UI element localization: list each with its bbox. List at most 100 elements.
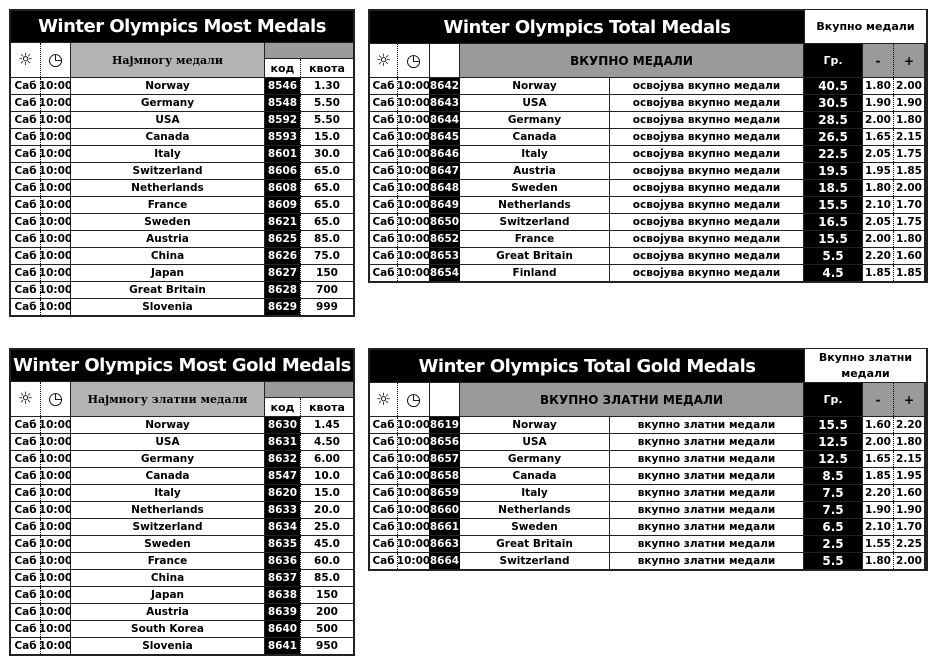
row-event-name: China [71, 248, 264, 264]
row-odds-minus: 2.00 [863, 231, 893, 247]
row-market: вкупно златни медали [610, 485, 803, 501]
row-odds-plus: 1.80 [893, 434, 924, 450]
row-time: 10:00 [38, 248, 73, 264]
row-event-name: France [460, 231, 609, 247]
row-event-name: Switzerland [460, 214, 609, 230]
row-day: Саб [11, 468, 40, 484]
row-code: 8653 [429, 248, 460, 264]
row-code: 8608 [265, 180, 300, 196]
row-odds-minus: 2.00 [863, 434, 893, 450]
sun-icon: ☼ [11, 382, 40, 416]
row-day: Саб [370, 95, 397, 111]
row-odds-minus: 1.60 [863, 417, 893, 433]
row-odds-minus: 1.85 [863, 468, 893, 484]
row-odds-minus: 1.85 [863, 265, 893, 281]
column-header-plus: + [893, 383, 924, 416]
row-time: 10:00 [38, 231, 73, 247]
row-code: 8626 [265, 248, 300, 264]
row-code: 8621 [265, 214, 300, 230]
row-event-name: Canada [71, 129, 264, 145]
row-odds-minus: 1.80 [863, 78, 893, 94]
row-event-name: Netherlands [460, 197, 609, 213]
row-event-name: Japan [71, 587, 264, 603]
row-event-name: Sweden [460, 180, 609, 196]
row-event-name: USA [71, 434, 264, 450]
row-time: 10:00 [396, 95, 431, 111]
row-code: 8656 [429, 434, 460, 450]
row-time: 10:00 [38, 299, 73, 315]
row-odds-plus: 1.90 [893, 502, 924, 518]
header-spacer [265, 43, 353, 58]
row-line: 19.5 [804, 163, 862, 179]
row-odds-plus: 1.80 [893, 231, 924, 247]
column-header-minus: - [863, 383, 893, 416]
row-day: Саб [11, 112, 40, 128]
row-odds: 4.50 [300, 434, 353, 450]
column-header-line: Гр. [804, 44, 862, 77]
row-odds-plus: 1.60 [893, 248, 924, 264]
row-market: освојува вкупно медали [610, 95, 803, 111]
row-event-name: Canada [460, 129, 609, 145]
row-day: Саб [370, 502, 397, 518]
row-day: Саб [370, 434, 397, 450]
row-code: 8548 [265, 95, 300, 111]
row-code: 8652 [429, 231, 460, 247]
row-odds-plus: 1.80 [893, 112, 924, 128]
row-time: 10:00 [38, 485, 73, 501]
row-time: 10:00 [396, 536, 431, 552]
sun-icon: ☼ [11, 43, 40, 77]
row-odds-plus: 2.00 [893, 553, 924, 569]
row-code: 8625 [265, 231, 300, 247]
row-event-name: Norway [460, 78, 609, 94]
row-code: 8645 [429, 129, 460, 145]
row-event-name: Sweden [71, 536, 264, 552]
row-odds-plus: 1.70 [893, 519, 924, 535]
row-day: Саб [11, 231, 40, 247]
row-time: 10:00 [38, 129, 73, 145]
row-odds: 75.0 [300, 248, 353, 264]
row-line: 5.5 [804, 248, 862, 264]
row-time: 10:00 [396, 502, 431, 518]
row-line: 40.5 [804, 78, 862, 94]
row-code: 8641 [265, 638, 300, 654]
row-event-name: Great Britain [460, 248, 609, 264]
row-code: 8642 [429, 78, 460, 94]
row-market: вкупно златни медали [610, 451, 803, 467]
row-event-name: Great Britain [71, 282, 264, 298]
row-time: 10:00 [38, 604, 73, 620]
row-odds: 5.50 [300, 95, 353, 111]
clock-icon: ◷ [397, 383, 429, 416]
row-event-name: Italy [71, 146, 264, 162]
row-day: Саб [370, 553, 397, 569]
row-odds-minus: 1.55 [863, 536, 893, 552]
row-market: освојува вкупно медали [610, 180, 803, 196]
row-event-name: Germany [460, 451, 609, 467]
row-time: 10:00 [38, 553, 73, 569]
row-line: 16.5 [804, 214, 862, 230]
row-event-name: Italy [460, 146, 609, 162]
row-code: 8546 [265, 78, 300, 94]
column-header-odds: квота [300, 59, 353, 77]
row-market: освојува вкупно медали [610, 248, 803, 264]
row-time: 10:00 [38, 638, 73, 654]
row-event-name: South Korea [71, 621, 264, 637]
column-header-odds: квота [300, 398, 353, 416]
table1-title: Winter Olympics Most Medals [11, 11, 353, 42]
table2-title: Winter Olympics Total Medals [370, 11, 804, 43]
row-code: 8660 [429, 502, 460, 518]
row-day: Саб [11, 553, 40, 569]
row-odds-plus: 2.00 [893, 180, 924, 196]
row-time: 10:00 [38, 434, 73, 450]
column-header-name: Најмногу медали [71, 43, 264, 77]
row-market: освојува вкупно медали [610, 78, 803, 94]
table2-label-box: Вкупно медали [805, 10, 926, 43]
row-event-name: Italy [460, 485, 609, 501]
row-time: 10:00 [396, 519, 431, 535]
row-code: 8634 [265, 519, 300, 535]
row-event-name: Austria [71, 231, 264, 247]
row-day: Саб [11, 621, 40, 637]
row-event-name: Netherlands [71, 502, 264, 518]
row-code: 8629 [265, 299, 300, 315]
row-line: 18.5 [804, 180, 862, 196]
row-event-name: Switzerland [460, 553, 609, 569]
